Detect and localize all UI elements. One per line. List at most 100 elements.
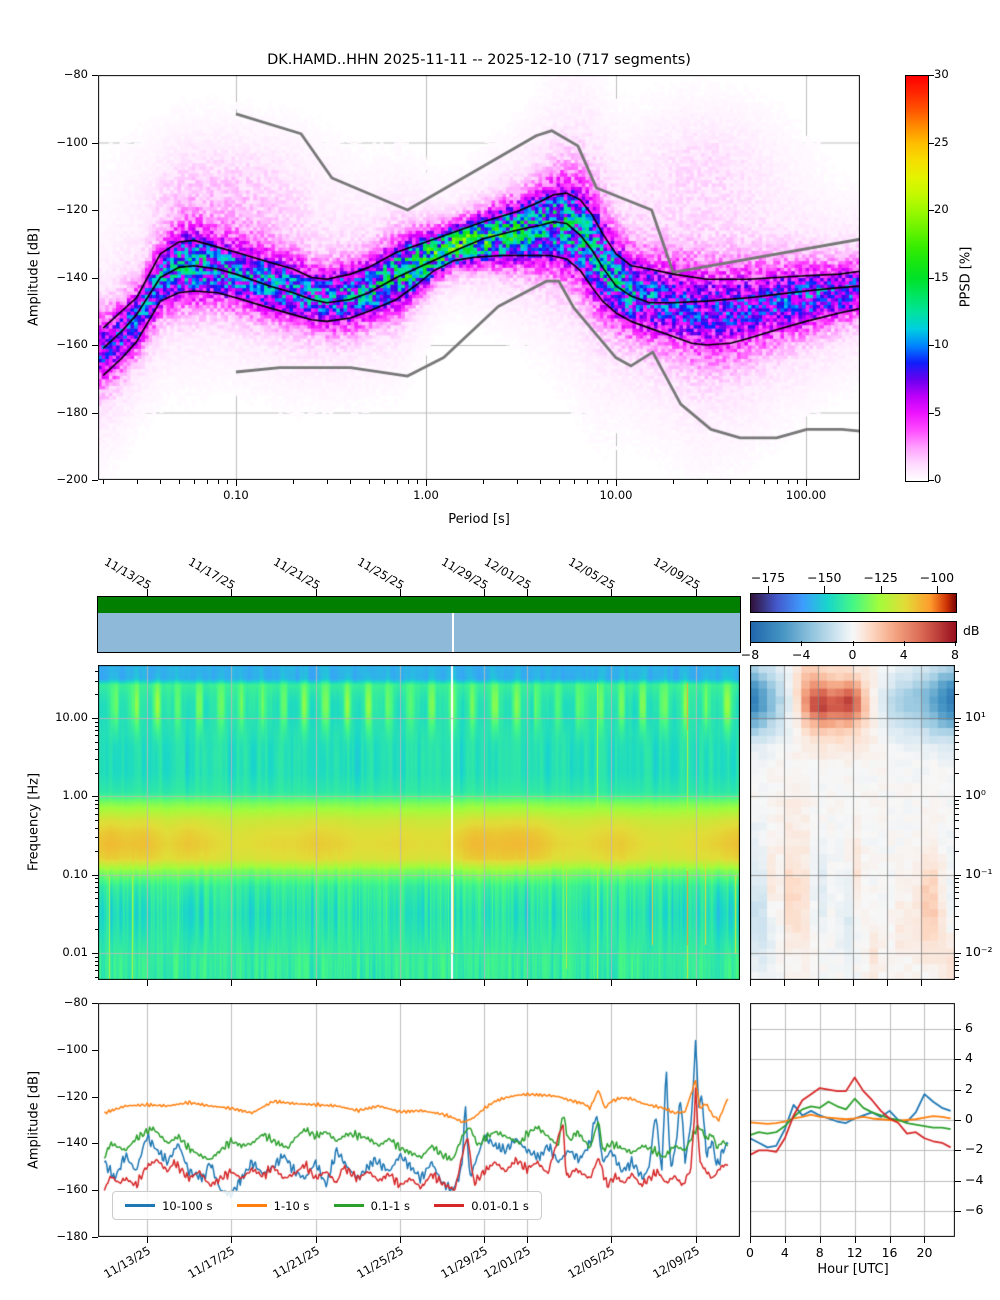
- ppsd-xtick-minor: [776, 480, 778, 484]
- heat-ytick-minor: [955, 803, 959, 805]
- date-label-top: 11/25/25: [354, 554, 407, 593]
- date-tick-bottom: [611, 1237, 613, 1243]
- spectrogram-colorbar: [750, 593, 957, 613]
- spec-ytick-minor: [94, 730, 98, 732]
- legend-item: 10-100 s: [125, 1199, 212, 1213]
- hourly-deviation-canvas: [750, 1003, 955, 1237]
- hr-xtick-label: 16: [881, 1245, 898, 1260]
- rdbu-cb-tick-label: −4: [792, 647, 811, 662]
- spec-ytick-minor: [94, 749, 98, 751]
- spec-ytick-minor: [94, 735, 98, 737]
- heat-ytick-minor: [955, 970, 959, 972]
- hr-ytick: [955, 1150, 961, 1152]
- hr-ytick-label: −4: [965, 1171, 984, 1187]
- timeseries-legend: 10-100 s 1-10 s 0.1-1 s 0.01-0.1 s: [112, 1191, 542, 1220]
- heat-ytick-minor: [955, 886, 959, 888]
- heat-xtick: [818, 980, 820, 986]
- ppsd-ytick-label: −140: [56, 269, 88, 284]
- legend-line-swatch: [434, 1204, 465, 1207]
- ppsd-xtick-minor: [326, 480, 328, 484]
- rdbu-cb-tick-label: −8: [740, 647, 760, 662]
- spec-ytick-minor: [94, 803, 98, 805]
- spec-ytick-minor: [94, 694, 98, 696]
- heat-ytick: [955, 952, 961, 954]
- ppsd-xtick: [616, 480, 617, 486]
- ppsd-colorbar-tick: [929, 277, 934, 279]
- hr-xtick: [924, 1237, 926, 1243]
- hr-ytick-label: 6: [965, 1019, 973, 1035]
- heat-ytick-minor: [955, 905, 959, 907]
- date-label-top: 11/13/25: [101, 554, 154, 593]
- ppsd-ytick-label: −120: [56, 202, 88, 216]
- hourly-xlabel: Hour [UTC]: [817, 1262, 889, 1277]
- date-tick-top: [146, 589, 148, 597]
- ppsd-colorbar-tick-label: 5: [934, 404, 942, 419]
- ppsd-xtick: [806, 480, 808, 486]
- heat-ytick-minor: [955, 956, 959, 958]
- hr-ytick: [955, 1059, 961, 1061]
- date-label-bottom: 12/05/25: [565, 1243, 618, 1282]
- heat-ytick: [955, 718, 961, 720]
- legend-line-swatch: [236, 1204, 267, 1207]
- ppsd-xtick-minor: [763, 480, 765, 484]
- hr-ytick-label: −6: [965, 1202, 984, 1218]
- spec-ytick-minor: [94, 970, 98, 972]
- ppsd-colorbar: [905, 75, 929, 482]
- ppsd-ylabel: Amplitude [dB]: [26, 227, 42, 327]
- ppsd-xtick-minor: [407, 480, 409, 484]
- hr-ytick: [955, 1180, 961, 1182]
- date-label-bottom: 11/17/25: [185, 1243, 238, 1282]
- ts-ytick-label: −80: [63, 995, 88, 1009]
- ppsd-ytick: [92, 210, 98, 211]
- ppsd-xtick-minor: [368, 480, 370, 484]
- spec-ytick-minor: [94, 725, 98, 727]
- heat-ytick-minor: [955, 965, 959, 967]
- ppsd-xtick-minor: [483, 480, 485, 484]
- spec-ytick-minor: [94, 680, 98, 682]
- spec-ytick: [92, 796, 98, 798]
- ppsd-xtick-minor: [797, 480, 799, 484]
- ppsd-colorbar-tick: [929, 345, 934, 346]
- ppsd-xtick-minor: [748, 480, 750, 484]
- hour-heatmap-canvas: [750, 665, 955, 980]
- spec-ytick-minor: [94, 819, 98, 821]
- rdbu-cb-tick: [903, 641, 905, 646]
- spec-ytick: [92, 952, 98, 954]
- spec-ytick-minor: [94, 878, 98, 880]
- availability-blue-strip: [98, 613, 740, 652]
- ppsd-colorbar-tick: [929, 142, 934, 144]
- spec-ytick-minor: [94, 758, 98, 760]
- ppsd-xtick-label: 0.10: [223, 488, 249, 502]
- date-label-top: 12/01/25: [481, 554, 534, 593]
- heat-xtick: [784, 980, 786, 986]
- ppsd-xtick-minor: [206, 480, 208, 484]
- date-tick-bottom: [695, 1237, 697, 1243]
- ppsd-colorbar-tick-label: 10: [934, 337, 949, 351]
- ppsd-colorbar-label: PPSD [%]: [958, 246, 974, 308]
- ppsd-ytick: [92, 75, 98, 76]
- date-tick-spec: [695, 980, 697, 986]
- ts-ytick: [92, 1049, 98, 1051]
- ts-ytick: [92, 1003, 98, 1004]
- spec-ytick-minor: [94, 965, 98, 967]
- heat-ytick-minor: [955, 758, 959, 760]
- spec-ytick-minor: [94, 905, 98, 907]
- heat-ytick-minor: [955, 813, 959, 815]
- turbo-cb-tick-label: −150: [807, 570, 842, 585]
- spec-ytick-minor: [94, 837, 98, 839]
- heat-ytick-minor: [955, 730, 959, 732]
- ppsd-xtick-minor: [516, 480, 518, 484]
- heat-ytick-minor: [955, 898, 959, 900]
- turbo-cb-tick-label: −175: [750, 570, 786, 585]
- spec-ytick-minor: [94, 808, 98, 810]
- turbo-cb-tick-label: −125: [863, 570, 898, 585]
- date-label-bottom: 11/13/25: [100, 1243, 153, 1282]
- ppsd-xtick-minor: [178, 480, 180, 484]
- data-availability-bar: [97, 596, 741, 653]
- hr-xtick: [784, 1237, 786, 1243]
- ppsd-xtick-minor: [586, 480, 588, 484]
- ts-ytick-label: −140: [56, 1135, 88, 1150]
- date-tick-spec: [146, 980, 148, 986]
- spec-ytick-minor: [94, 851, 98, 853]
- timeseries-ylabel: Amplitude [dB]: [26, 1070, 42, 1170]
